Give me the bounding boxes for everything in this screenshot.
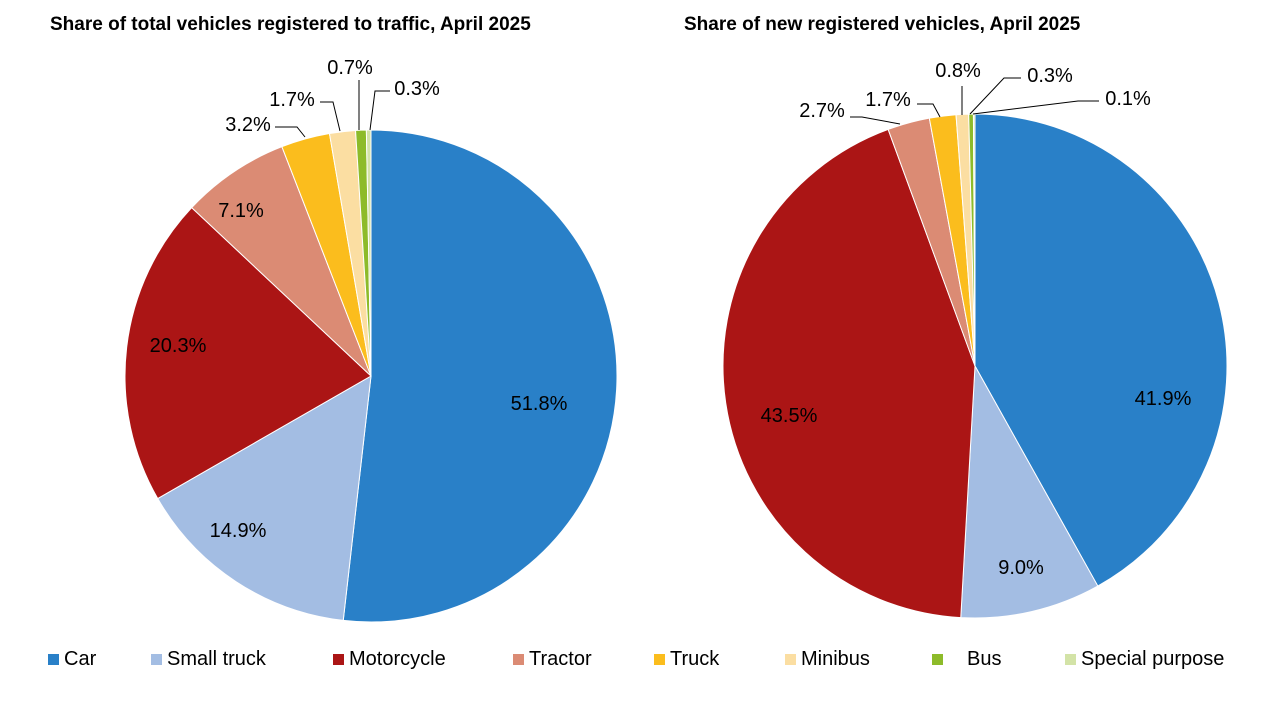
legend-swatch-tractor xyxy=(513,654,524,665)
left-value-label-small-truck: 14.9% xyxy=(210,520,267,542)
legend-swatch-car xyxy=(48,654,59,665)
left-leader-line-special-purpose xyxy=(369,90,390,131)
legend-swatch-small-truck xyxy=(151,654,162,665)
left-value-label-car: 51.8% xyxy=(511,393,568,415)
legend-item-truck: Truck xyxy=(654,648,719,671)
left-leader-line-minibus xyxy=(320,101,341,132)
legend-item-bus: Bus xyxy=(932,648,1001,671)
right-value-label-car: 41.9% xyxy=(1135,388,1192,410)
legend-label-small-truck: Small truck xyxy=(167,648,266,670)
left-value-label-minibus: 1.7% xyxy=(269,89,315,111)
left-slice-motorcycle xyxy=(124,206,372,500)
legend-label-special-purpose: Special purpose xyxy=(1081,648,1225,670)
legend-swatch-minibus xyxy=(785,654,796,665)
legend-item-tractor: Tractor xyxy=(513,648,592,671)
left-value-label-special-purpose: 0.3% xyxy=(394,78,440,100)
legend-swatch-motorcycle xyxy=(333,654,344,665)
legend-label-bus: Bus xyxy=(967,648,1002,670)
left-slice-special-purpose xyxy=(365,129,372,377)
left-slice-car xyxy=(342,129,618,623)
left-slice-tractor xyxy=(190,146,372,377)
left-value-label-motorcycle: 20.3% xyxy=(150,335,207,357)
legend-item-car: Car xyxy=(48,648,96,671)
right-slice-car xyxy=(974,113,1228,587)
right-value-label-bus: 0.3% xyxy=(1027,65,1073,87)
left-pie-chart: 51.8% 14.9% 20.3% 7.1% 3.2% 1.7% 0.7% 0.3% xyxy=(124,57,618,623)
right-slice-motorcycle xyxy=(722,128,976,619)
legend-label-tractor: Tractor xyxy=(529,648,592,670)
legend-item-small-truck: Small truck xyxy=(151,648,266,671)
legend-swatch-truck xyxy=(654,654,665,665)
right-value-label-tractor: 2.7% xyxy=(799,100,845,122)
legend-label-car: Car xyxy=(64,648,97,670)
right-value-label-motorcycle: 43.5% xyxy=(761,405,818,427)
right-leader-line-truck xyxy=(917,103,941,118)
left-leader-line-truck xyxy=(275,126,306,138)
legend: Car Small truck Motorcycle Tractor Truck… xyxy=(0,648,1280,676)
left-value-label-bus: 0.7% xyxy=(327,57,373,79)
right-value-label-special-purpose: 0.1% xyxy=(1105,88,1151,110)
legend-swatch-bus xyxy=(932,654,943,665)
right-value-label-small-truck: 9.0% xyxy=(998,557,1044,579)
legend-item-special-purpose: Special purpose xyxy=(1065,648,1224,671)
right-leader-line-tractor xyxy=(850,116,901,125)
legend-item-motorcycle: Motorcycle xyxy=(333,648,446,671)
right-slice-small-truck xyxy=(960,364,1099,619)
right-value-label-minibus: 0.8% xyxy=(935,60,981,82)
right-value-label-truck: 1.7% xyxy=(865,89,911,111)
left-value-label-truck: 3.2% xyxy=(225,114,271,136)
left-chart-title: Share of total vehicles registered to tr… xyxy=(50,14,531,35)
right-chart-title: Share of new registered vehicles, April … xyxy=(684,14,1081,35)
right-leader-line-special-purpose xyxy=(972,100,1099,115)
left-value-label-tractor: 7.1% xyxy=(218,200,264,222)
right-leader-line-bus xyxy=(969,77,1021,115)
legend-label-minibus: Minibus xyxy=(801,648,870,670)
right-pie-chart: 41.9% 9.0% 43.5% 2.7% 1.7% 0.8% 0.3% 0.1% xyxy=(722,60,1228,619)
legend-label-truck: Truck xyxy=(670,648,720,670)
legend-swatch-special-purpose xyxy=(1065,654,1076,665)
left-slice-small-truck xyxy=(157,375,372,621)
legend-item-minibus: Minibus xyxy=(785,648,870,671)
legend-label-motorcycle: Motorcycle xyxy=(349,648,446,670)
